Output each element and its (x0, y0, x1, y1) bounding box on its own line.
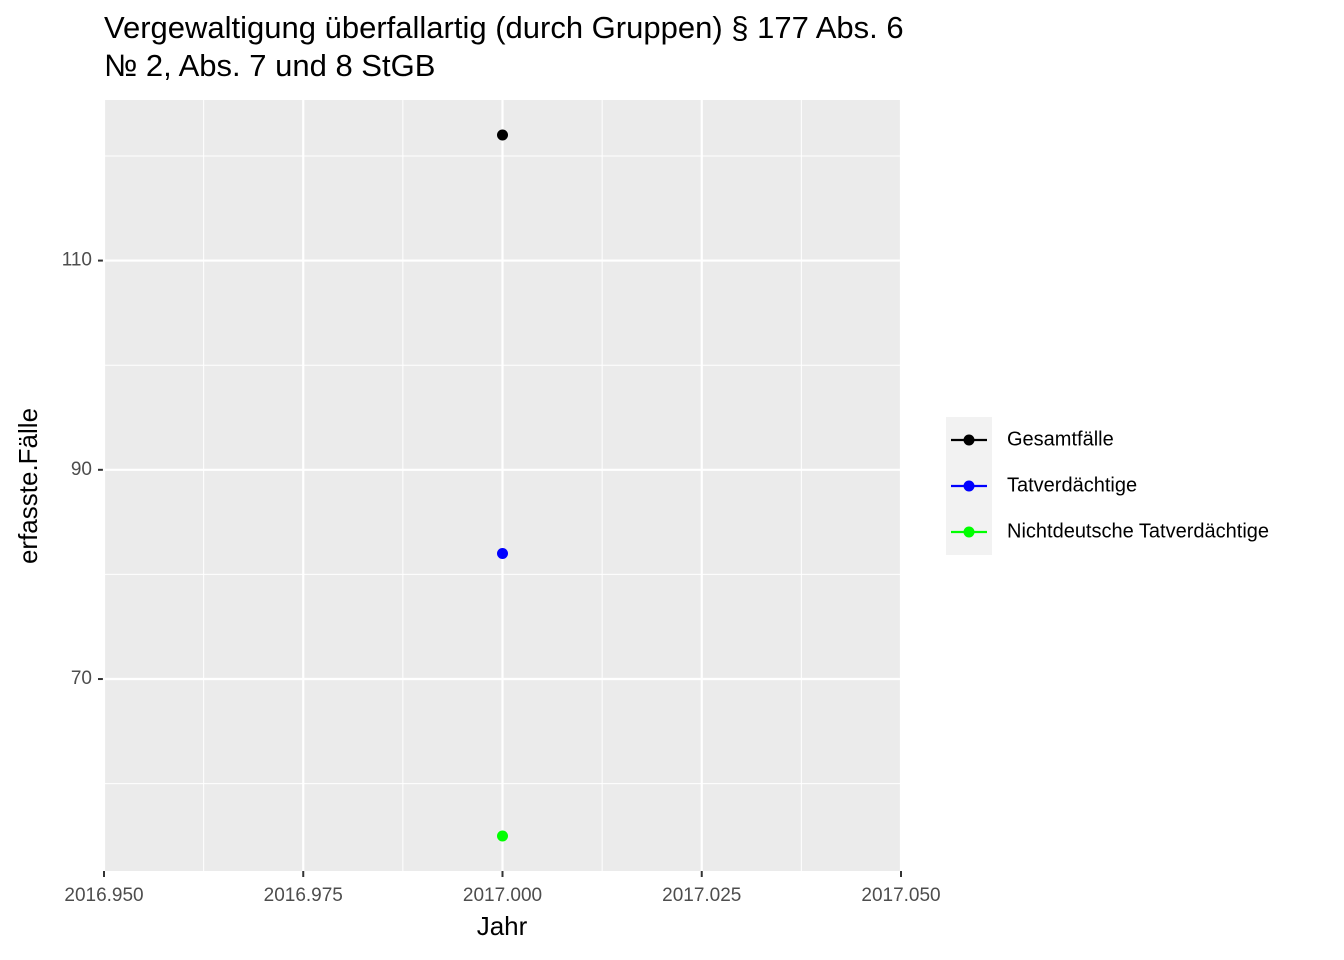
legend-label: Tatverdächtige (1007, 474, 1137, 496)
data-point (497, 547, 508, 559)
x-tick-label: 2017.000 (463, 885, 542, 906)
x-tick-label: 2016.950 (64, 885, 143, 906)
x-tick-label: 2016.975 (264, 885, 343, 906)
y-tick-label: 110 (62, 250, 92, 271)
legend-key-point (963, 434, 975, 446)
data-point (497, 830, 508, 842)
y-axis-title: erfasste.Fälle (13, 408, 43, 564)
chart-title: Vergewaltigung überfallartig (durch Grup… (104, 10, 904, 45)
data-point (497, 129, 508, 141)
x-tick-label: 2017.025 (662, 885, 741, 906)
legend-label: Gesamtfälle (1007, 428, 1114, 450)
legend-key-point (963, 526, 975, 538)
y-tick-label: 70 (71, 668, 92, 689)
x-axis-title: Jahr (477, 911, 528, 941)
x-tick-label: 2017.050 (861, 885, 940, 906)
legend-key-point (963, 480, 975, 492)
legend-label: Nichtdeutsche Tatverdächtige (1007, 520, 1269, 542)
chart-title: № 2, Abs. 7 und 8 StGB (104, 48, 435, 83)
y-tick-label: 90 (71, 459, 92, 480)
